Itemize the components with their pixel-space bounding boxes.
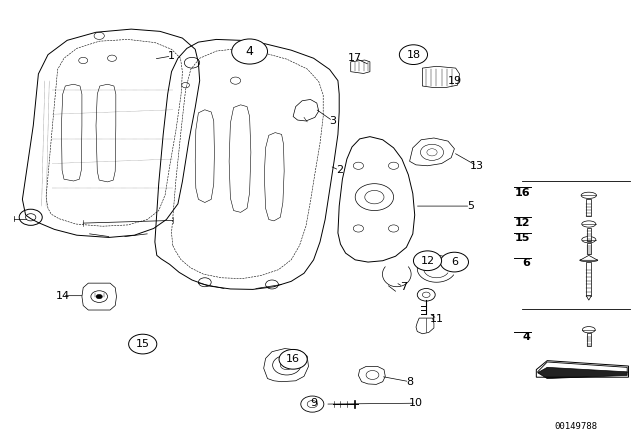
Text: 4: 4 <box>246 45 253 58</box>
Text: 12: 12 <box>420 256 435 266</box>
Polygon shape <box>586 199 591 216</box>
Polygon shape <box>587 333 591 346</box>
Circle shape <box>399 45 428 65</box>
Text: 10: 10 <box>409 398 423 408</box>
Text: 5: 5 <box>467 201 474 211</box>
Polygon shape <box>538 367 627 379</box>
Polygon shape <box>586 262 591 296</box>
Circle shape <box>413 251 442 271</box>
Text: 13: 13 <box>470 161 484 171</box>
Circle shape <box>279 349 307 369</box>
Text: 1: 1 <box>168 51 175 61</box>
Polygon shape <box>587 228 591 241</box>
Text: 6: 6 <box>522 258 530 268</box>
Polygon shape <box>586 296 591 300</box>
Text: 6: 6 <box>451 257 458 267</box>
Text: 15: 15 <box>515 233 530 243</box>
Text: 15: 15 <box>136 339 150 349</box>
Text: 11: 11 <box>430 314 444 324</box>
Circle shape <box>129 334 157 354</box>
Ellipse shape <box>580 259 598 262</box>
Text: 7: 7 <box>399 282 407 292</box>
Circle shape <box>440 252 468 272</box>
Text: 8: 8 <box>406 377 413 387</box>
Polygon shape <box>587 243 591 254</box>
Circle shape <box>96 294 102 299</box>
Text: 16: 16 <box>515 188 530 198</box>
Text: 9: 9 <box>310 398 317 408</box>
Ellipse shape <box>581 192 596 198</box>
Text: 17: 17 <box>348 53 362 63</box>
Text: 18: 18 <box>406 50 420 60</box>
Ellipse shape <box>582 237 596 243</box>
Text: 00149788: 00149788 <box>554 422 598 431</box>
Text: 12: 12 <box>515 218 530 228</box>
Text: 14: 14 <box>56 291 70 301</box>
Text: 19: 19 <box>447 76 461 86</box>
Text: 4: 4 <box>522 332 530 342</box>
Text: 16: 16 <box>286 354 300 364</box>
Circle shape <box>232 39 268 64</box>
Ellipse shape <box>582 221 596 227</box>
Text: 2: 2 <box>335 165 343 175</box>
Ellipse shape <box>582 327 595 333</box>
Polygon shape <box>580 255 598 260</box>
Text: 3: 3 <box>330 116 336 126</box>
Polygon shape <box>538 362 627 377</box>
